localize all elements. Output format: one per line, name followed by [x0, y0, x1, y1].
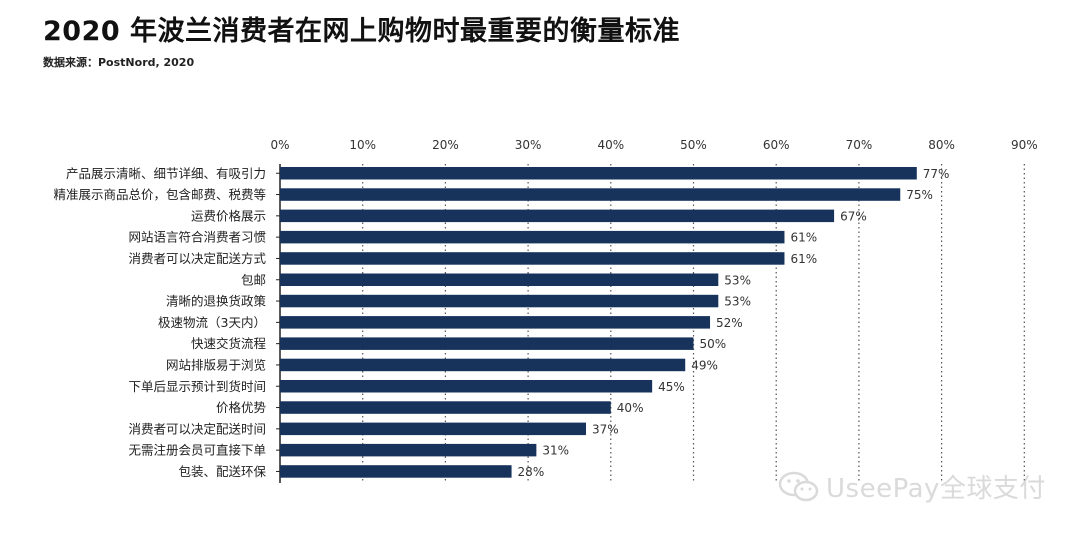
category-label: 价格优势: [216, 400, 267, 415]
category-label: 包装、配送环保: [178, 464, 266, 479]
x-tick-label: 0%: [270, 138, 289, 152]
data-label: 45%: [658, 380, 685, 394]
watermark-text: UseePay全球支付: [826, 474, 1046, 504]
data-label: 28%: [518, 465, 545, 479]
x-tick-label: 80%: [928, 138, 955, 152]
data-label: 67%: [840, 209, 867, 223]
category-label: 包邮: [241, 272, 266, 287]
category-label: 运费价格展示: [191, 208, 266, 223]
data-label: 75%: [906, 188, 933, 202]
data-label: 61%: [790, 231, 817, 245]
bar: [280, 294, 719, 308]
bar: [280, 209, 835, 223]
data-label: 31%: [542, 444, 569, 458]
data-label: 37%: [592, 422, 619, 436]
data-label: 49%: [691, 358, 718, 372]
category-label: 清晰的退换货政策: [166, 294, 267, 309]
chart-title: 2020 年波兰消费者在网上购物时最重要的衡量标准: [43, 16, 681, 47]
bar: [280, 273, 719, 286]
bar: [280, 337, 694, 350]
bar: [280, 358, 686, 372]
bar: [280, 422, 586, 436]
bar: [280, 380, 653, 393]
bar: [280, 443, 537, 457]
category-label: 网站语言符合消费者习惯: [128, 230, 266, 245]
bar: [280, 401, 611, 414]
category-label: 网站排版易于浏览: [166, 357, 266, 372]
bar: [280, 167, 917, 180]
bar: [280, 188, 901, 201]
bar: [280, 252, 785, 265]
x-tick-label: 40%: [597, 138, 624, 152]
data-label: 61%: [790, 252, 817, 266]
category-label: 产品展示清晰、细节详细、有吸引力: [66, 166, 266, 181]
bar: [280, 316, 711, 329]
x-tick-label: 50%: [680, 138, 707, 152]
data-label: 40%: [617, 401, 644, 415]
x-tick-label: 60%: [763, 138, 790, 152]
category-label: 快速交货流程: [191, 336, 267, 351]
bar: [280, 230, 785, 244]
category-label: 下单后显示预计到货时间: [128, 379, 266, 394]
category-label: 极速物流（3天内）: [158, 315, 266, 330]
x-tick-label: 30%: [515, 138, 542, 152]
category-label: 精准展示商品总价，包含邮费、税费等: [53, 187, 266, 202]
x-tick-label: 20%: [432, 138, 459, 152]
data-label: 53%: [724, 273, 751, 287]
chart-source: 数据来源：PostNord, 2020: [43, 56, 195, 69]
bar: [280, 465, 512, 478]
category-label: 消费者可以决定配送时间: [128, 421, 266, 436]
wechat-icon: [778, 471, 819, 501]
data-label: 50%: [700, 337, 727, 351]
data-label: 53%: [724, 295, 751, 309]
data-label: 77%: [923, 167, 950, 181]
x-tick-label: 90%: [1011, 138, 1038, 152]
category-label: 无需注册会员可直接下单: [128, 443, 266, 458]
data-label: 52%: [716, 316, 743, 330]
watermark: UseePay全球支付: [778, 468, 1046, 505]
x-tick-label: 70%: [846, 138, 873, 152]
x-tick-label: 10%: [349, 138, 376, 152]
category-label: 消费者可以决定配送方式: [128, 251, 266, 266]
